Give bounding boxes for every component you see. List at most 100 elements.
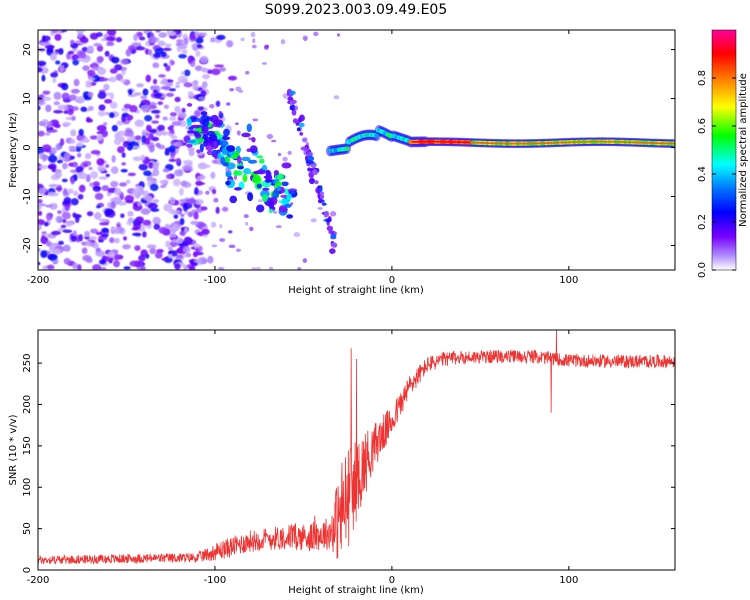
carrier-core [551,142,555,144]
noise-blob [157,101,164,106]
noise-blob [206,69,213,74]
noise-blob [88,77,96,81]
noise-blob [91,73,97,77]
carrier-core [459,141,463,143]
noise-blob [196,44,203,48]
noise-blob [75,96,85,104]
carrier-core [560,141,564,144]
noise-blob [51,30,59,34]
noise-blob [195,180,203,186]
carrier-core [632,141,636,144]
streak-blob [247,192,254,202]
noise-blob [153,52,161,58]
carrier-core [641,141,645,144]
noise-blob [113,237,120,244]
carrier-core [411,141,415,143]
noise-blob [55,215,63,223]
streak-blob [196,149,201,154]
carrier-core [415,141,419,143]
noise-blob [86,211,94,217]
noise-blob [179,230,186,236]
noise-blob [169,133,175,137]
noise-blob [109,112,115,119]
streak-blob [330,233,337,240]
noise-blob [113,260,121,268]
noise-blob [197,106,204,111]
noise-blob [62,229,73,233]
noise-blob [70,235,78,242]
noise-blob [175,81,181,85]
carrier-core [646,142,650,144]
noise-blob [119,182,127,187]
streak-blob [241,132,251,138]
carrier-core [597,140,601,143]
noise-blob [83,230,91,238]
carrier-cell [344,146,350,151]
noise-blob [65,222,72,227]
streak-blob [291,99,297,104]
x-tick-label: -100 [204,275,227,286]
carrier-core [471,141,475,144]
noise-blob [134,119,145,127]
noise-blob [92,74,100,83]
noise-blob [176,237,184,244]
noise-blob [70,198,79,206]
noise-blob [38,248,41,252]
noise-blob [251,44,257,49]
streak-blob [328,230,335,235]
noise-blob [164,223,170,230]
noise-blob [297,267,302,270]
noise-blob [51,230,61,236]
noise-blob [175,84,180,89]
noise-blob [125,129,133,134]
noise-blob [151,120,159,124]
noise-blob [114,187,122,196]
carrier-core [645,142,649,144]
noise-blob [169,112,177,117]
noise-blob [88,105,94,111]
carrier-core [634,141,638,144]
carrier-core [489,142,493,144]
noise-blob [100,234,109,238]
x-tick-label: -200 [27,275,50,286]
noise-blob [135,46,146,51]
noise-blob [38,164,48,170]
noise-blob [38,261,41,266]
noise-blob [122,244,131,250]
noise-blob [58,240,64,246]
noise-blob [42,90,51,95]
carrier-core [531,142,535,145]
noise-blob [38,105,41,111]
streak-blob [242,173,248,183]
carrier-core [466,141,470,144]
noise-blob [81,247,88,255]
carrier-core [583,141,587,143]
carrier-core [595,140,599,143]
streak-blob [206,150,213,156]
noise-blob [140,208,151,215]
noise-blob [214,64,225,68]
noise-blob [137,188,145,196]
streak-blob [225,180,231,186]
noise-blob [77,264,82,270]
streak-blob [272,190,280,199]
noise-blob [182,164,192,172]
carrier-core [501,142,505,145]
noise-blob [183,37,189,46]
y-tick-label: 0 [22,144,33,150]
noise-blob [157,124,165,132]
colorbar-label: Normalized spectral amplitude [738,73,749,227]
noise-blob [62,244,71,252]
carrier-core [468,141,472,144]
noise-blob [162,168,170,173]
noise-blob [179,187,184,196]
streak-blob [298,122,305,128]
noise-blob [104,98,113,104]
noise-blob [42,265,47,270]
streak-blob [200,111,208,116]
carrier-core [662,142,666,145]
carrier-core [503,142,507,145]
noise-blob [87,91,94,98]
carrier-core [574,141,578,143]
